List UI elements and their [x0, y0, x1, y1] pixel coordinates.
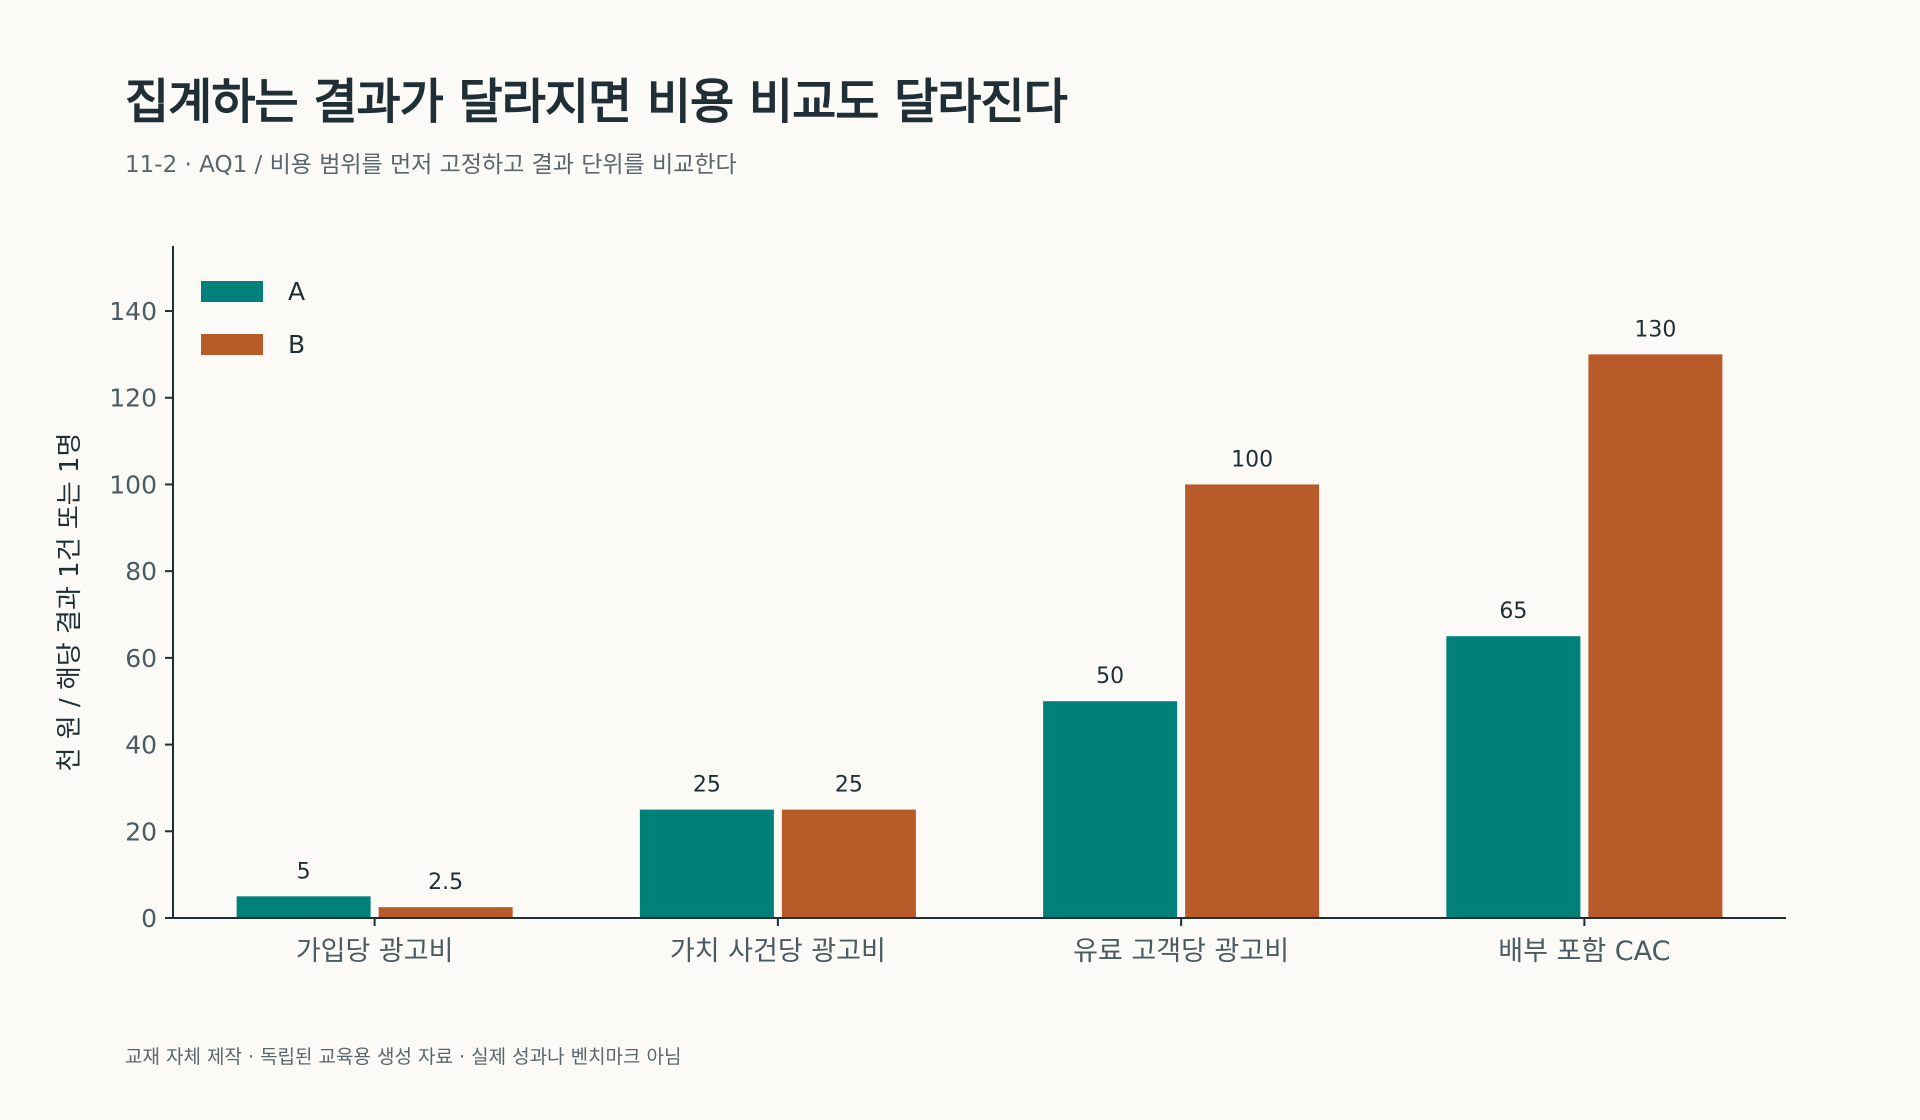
legend: AB: [201, 277, 305, 359]
legend-swatch: [201, 334, 263, 355]
y-tick-label: 20: [125, 817, 157, 846]
chart-title: 집계하는 결과가 달라지면 비용 비교도 달라진다: [125, 74, 1068, 130]
legend-label: B: [288, 330, 305, 359]
x-tick-label: 배부 포함 CAC: [1498, 936, 1670, 967]
value-labels: 5 2.5 25 25 50 100 65 130: [297, 317, 1677, 895]
y-tick-label: 100: [109, 470, 157, 499]
data-label: 5: [297, 859, 311, 884]
x-tick-label: 유료 고객당 광고비: [1073, 936, 1289, 967]
data-label: 100: [1231, 447, 1273, 472]
bars: [236, 354, 1723, 918]
chart-subtitle: 11-2 · AQ1 / 비용 범위를 먼저 고정하고 결과 단위를 비교한다: [125, 152, 737, 178]
y-tick-label: 80: [125, 557, 157, 586]
bar-b: [1185, 484, 1320, 918]
data-label: 65: [1499, 599, 1527, 624]
data-label: 25: [835, 773, 863, 798]
x-tick-label: 가치 사건당 광고비: [670, 936, 886, 967]
bar-a: [236, 896, 371, 918]
bar-b: [378, 907, 513, 918]
y-axis-title: 천 원 / 해당 결과 1건 또는 1명: [55, 433, 85, 772]
y-axis-ticks: 0 20 40 60 80 100 120 140: [109, 297, 173, 933]
data-label: 25: [693, 773, 721, 798]
legend-label: A: [288, 277, 305, 306]
bar-a: [1446, 636, 1581, 918]
y-tick-label: 140: [109, 297, 157, 326]
bar-a: [639, 809, 774, 918]
y-tick-label: 0: [141, 904, 157, 933]
y-tick-label: 120: [109, 384, 157, 413]
data-label: 50: [1096, 664, 1124, 689]
bar-a: [1043, 701, 1178, 918]
y-tick-label: 60: [125, 644, 157, 673]
footer-note: 교재 자체 제작 · 독립된 교육용 생성 자료 · 실제 성과나 벤치마크 아…: [125, 1046, 682, 1068]
data-label: 2.5: [428, 870, 463, 895]
data-label: 130: [1634, 317, 1676, 342]
x-tick-label: 가입당 광고비: [296, 936, 454, 967]
bar-b: [1588, 354, 1723, 918]
x-axis-ticks: 가입당 광고비 가치 사건당 광고비 유료 고객당 광고비 배부 포함 CAC: [296, 918, 1670, 967]
legend-swatch: [201, 281, 263, 302]
bar-b: [781, 809, 916, 918]
y-tick-label: 40: [125, 731, 157, 760]
